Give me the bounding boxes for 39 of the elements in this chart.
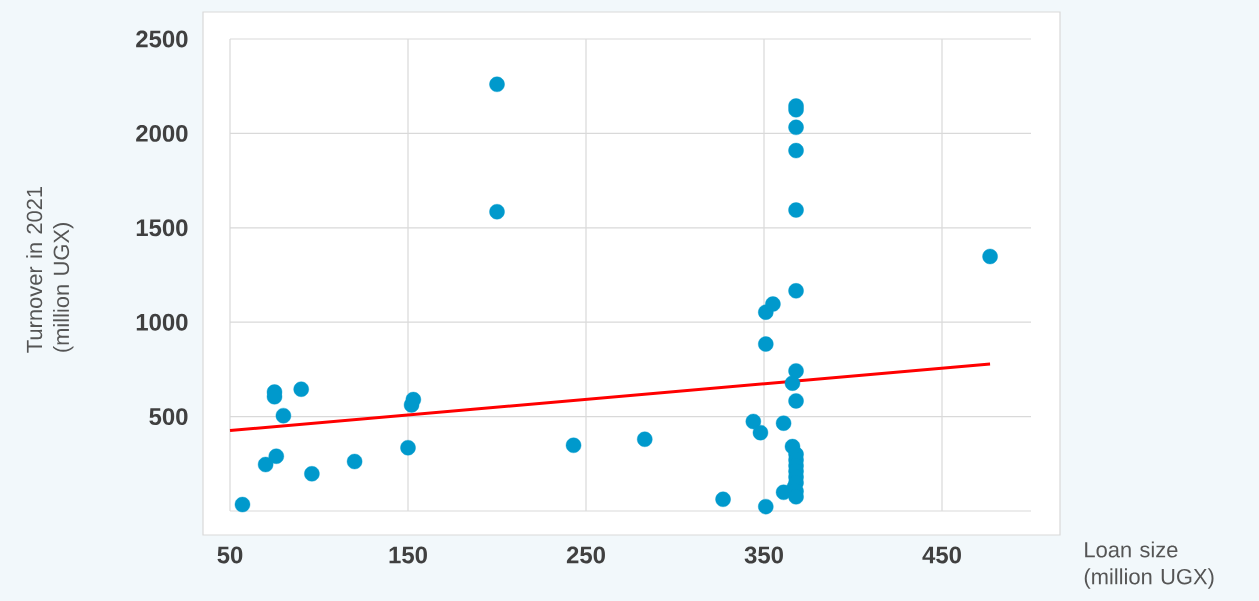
point (489, 76, 505, 92)
y-axis-title: Turnover in 2021 (million UGX) (26, 186, 74, 353)
point (752, 424, 769, 441)
point (400, 440, 416, 456)
x-tick-label: 350 (744, 546, 783, 564)
x-axis-title: Loan size (million UGX) (1084, 541, 1214, 589)
point (788, 142, 804, 159)
point (257, 456, 274, 473)
point (758, 336, 774, 352)
point (788, 363, 804, 379)
y-tick-label: 2000 (136, 124, 188, 142)
point (346, 453, 363, 470)
point (268, 448, 284, 464)
y-tick-label: 2500 (136, 30, 188, 48)
point (982, 248, 998, 265)
point (765, 296, 781, 312)
point (234, 496, 251, 513)
point (788, 119, 804, 136)
point (788, 393, 804, 409)
y-tick-label: 1000 (136, 313, 188, 331)
point (489, 204, 505, 220)
x-tick-label: 150 (389, 546, 427, 564)
point (788, 202, 804, 218)
point (775, 415, 792, 431)
point (304, 466, 320, 482)
point (758, 498, 774, 515)
x-tick-label: 250 (566, 546, 605, 564)
x-tick-label: 50 (217, 546, 243, 564)
point (715, 491, 731, 507)
point (565, 437, 582, 453)
y-tick-label: 1500 (136, 219, 188, 237)
point (788, 283, 804, 299)
point (637, 431, 653, 447)
point (745, 413, 762, 430)
point (275, 407, 292, 424)
point (293, 381, 309, 397)
point (784, 375, 801, 391)
y-tick-label: 500 (149, 408, 188, 426)
x-tick-label: 450 (922, 546, 961, 564)
